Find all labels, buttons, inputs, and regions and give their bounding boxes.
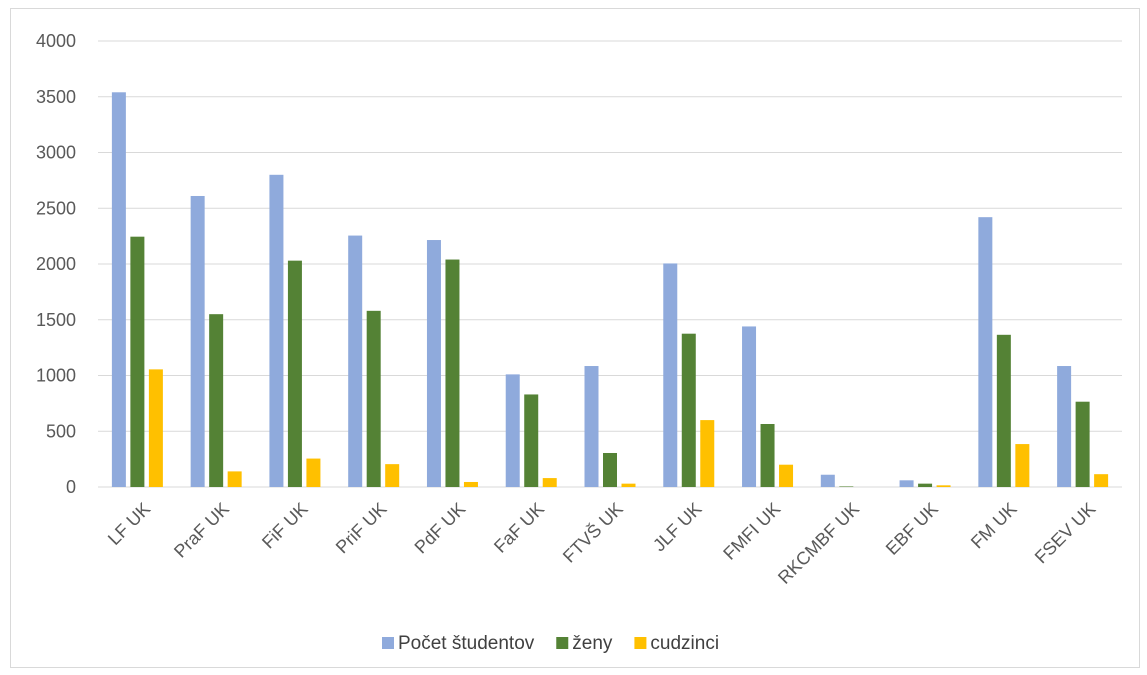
y-tick-label: 2000 bbox=[36, 254, 76, 274]
bar bbox=[524, 394, 539, 487]
bars bbox=[111, 92, 1109, 488]
bar bbox=[306, 458, 321, 487]
x-tick-label: FTVŠ UK bbox=[558, 498, 627, 567]
x-tick-label: PdF UK bbox=[411, 499, 470, 558]
bar bbox=[681, 333, 696, 487]
legend-label: Počet študentov bbox=[398, 633, 535, 654]
y-tick-label: 4000 bbox=[36, 31, 76, 51]
bar bbox=[663, 263, 678, 487]
bar bbox=[1057, 366, 1072, 487]
bar bbox=[111, 92, 126, 487]
x-tick-label: JLF UK bbox=[649, 499, 706, 556]
x-tick-label: LF UK bbox=[104, 499, 154, 549]
y-tick-label: 3000 bbox=[36, 143, 76, 163]
x-tick-label: FSEV UK bbox=[1031, 499, 1100, 568]
bar bbox=[760, 424, 775, 487]
y-tick-label: 0 bbox=[66, 477, 76, 497]
bar bbox=[148, 369, 163, 487]
legend-label: cudzinci bbox=[650, 633, 719, 654]
bar bbox=[463, 481, 478, 487]
bar bbox=[996, 334, 1011, 487]
legend-swatch bbox=[382, 637, 394, 649]
x-tick-label: RKCMBF UK bbox=[774, 499, 863, 588]
legend-swatch bbox=[634, 637, 647, 649]
y-tick-label: 500 bbox=[46, 421, 76, 441]
x-axis-ticks: LF UK PraF UK FiF UK PriF UK PdF UK FaF UK FTV… bbox=[104, 498, 1099, 588]
x-tick-label: PriF UK bbox=[332, 499, 391, 558]
bar bbox=[603, 452, 617, 487]
y-tick-label: 1000 bbox=[36, 366, 76, 386]
bar bbox=[209, 314, 224, 487]
bar bbox=[621, 483, 636, 487]
bar bbox=[839, 486, 854, 487]
bar bbox=[190, 195, 205, 488]
bar bbox=[936, 485, 951, 487]
legend-label: ženy bbox=[572, 633, 613, 654]
bar bbox=[287, 260, 302, 487]
x-tick-label: PraF UK bbox=[170, 499, 233, 562]
legend: Počet študentov ženy cudzinci bbox=[382, 633, 719, 654]
bar bbox=[227, 471, 242, 487]
bar bbox=[700, 420, 715, 487]
bar bbox=[542, 478, 557, 487]
bar bbox=[779, 464, 794, 487]
x-tick-label: FaF UK bbox=[490, 499, 548, 557]
bar bbox=[1015, 444, 1030, 487]
bar bbox=[426, 240, 441, 487]
bar bbox=[820, 474, 835, 487]
bar bbox=[445, 259, 460, 487]
bar bbox=[130, 236, 145, 487]
y-tick-label: 1500 bbox=[36, 310, 76, 330]
bar bbox=[918, 483, 933, 487]
y-tick-label: 3500 bbox=[36, 87, 76, 107]
bar bbox=[1075, 401, 1090, 487]
bar bbox=[505, 374, 520, 487]
legend-swatch bbox=[556, 637, 569, 649]
x-tick-label: FMFI UK bbox=[719, 499, 784, 564]
gridlines bbox=[98, 40, 1122, 488]
bar bbox=[899, 480, 914, 487]
bar bbox=[1094, 474, 1109, 487]
x-tick-label: EBF UK bbox=[882, 499, 942, 559]
y-tick-label: 2500 bbox=[36, 198, 76, 218]
bar bbox=[584, 366, 599, 487]
bar bbox=[348, 235, 363, 487]
x-tick-label: FiF UK bbox=[258, 499, 312, 553]
bar bbox=[385, 464, 400, 487]
bar bbox=[366, 310, 381, 487]
bar bbox=[269, 174, 284, 488]
y-axis-ticks: 0 500 1000 1500 2000 2500 3000 3500 4000 bbox=[36, 31, 76, 497]
bar bbox=[978, 217, 993, 488]
bar bbox=[742, 326, 757, 487]
x-tick-label: FM UK bbox=[967, 499, 1021, 553]
